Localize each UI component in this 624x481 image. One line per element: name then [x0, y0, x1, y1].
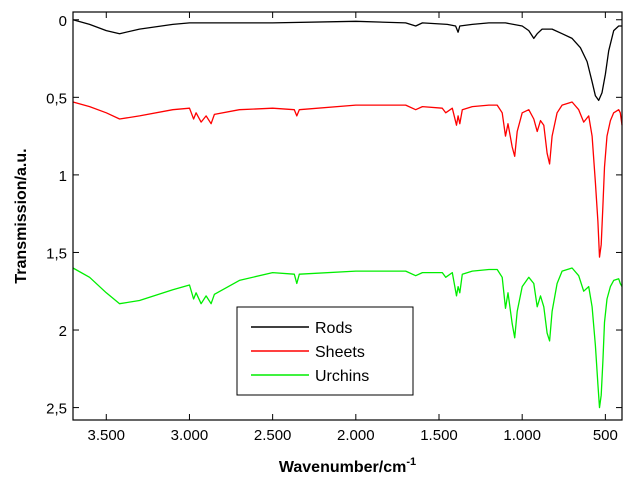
x-axis-title-text: Wavenumber/cm: [279, 459, 406, 476]
legend-items: Rods Sheets Urchins: [251, 320, 369, 385]
series-line-urchins: [72, 267, 623, 409]
series-layer: [72, 19, 623, 409]
legend-label-sheets: Sheets: [315, 344, 365, 361]
x-tick-label: 3.000: [171, 427, 209, 444]
legend-label-urchins: Urchins: [315, 368, 369, 385]
tick-labels-layer: 3.500 3.000 2.500 2.000 1.500 1.000 500 0 0,5 1 1,…: [46, 13, 618, 444]
y-tick-label: 1,5: [46, 245, 67, 262]
x-tick-label: 3.500: [87, 427, 125, 444]
x-tick-label: 2.500: [254, 427, 292, 444]
plot-frame: [72, 11, 623, 421]
y-axis-title: Transmission/a.u.: [13, 148, 30, 283]
x-tick-label: 1.000: [503, 427, 541, 444]
legend-label-rods: Rods: [315, 320, 352, 337]
x-tick-label: 2.000: [337, 427, 375, 444]
x-tick-label: 500: [593, 427, 618, 444]
y-tick-label: 2: [59, 323, 67, 340]
y-tick-label: 1: [59, 168, 67, 185]
y-tick-label: 0,5: [46, 90, 67, 107]
series-line-rods: [72, 19, 622, 102]
legend: Rods Sheets Urchins: [236, 306, 414, 396]
x-axis-title: Wavenumber/cm-1: [279, 456, 416, 476]
x-axis-title-superscript: -1: [406, 456, 416, 468]
series-line-sheets: [72, 101, 623, 258]
y-tick-label: 2,5: [46, 401, 67, 418]
y-tick-label: 0: [59, 13, 67, 30]
ticks-layer: [73, 12, 622, 420]
x-tick-label: 1.500: [420, 427, 458, 444]
